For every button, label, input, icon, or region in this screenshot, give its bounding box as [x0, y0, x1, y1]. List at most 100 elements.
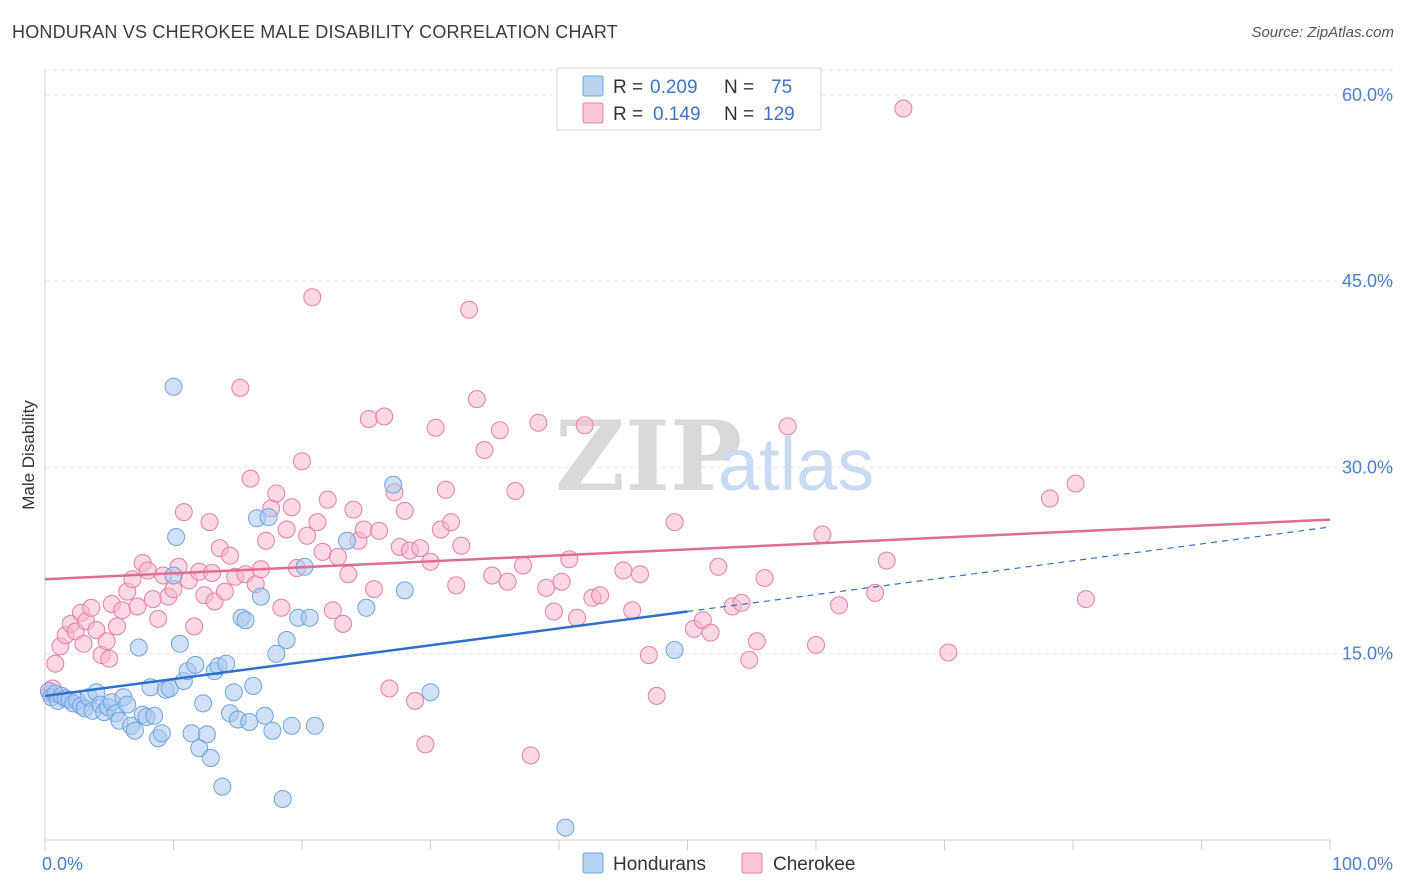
point-cherokee-57: [334, 614, 353, 633]
point-cherokee-63: [365, 580, 383, 599]
point-cherokee-56: [329, 547, 347, 566]
point-cherokee-112: [747, 632, 766, 651]
point-hondurans-56: [251, 587, 270, 606]
point-cherokee-107: [701, 623, 720, 642]
point-cherokee-8: [82, 598, 101, 617]
point-hondurans-35: [170, 634, 189, 653]
trend-lines: [44, 518, 1331, 698]
watermark: ZIP atlas: [555, 400, 874, 513]
point-cherokee-123: [1066, 474, 1085, 493]
point-hondurans-52: [236, 611, 255, 630]
y-axis-title: Male Disability: [19, 400, 38, 510]
point-cherokee-116: [813, 525, 832, 544]
point-cherokee-121: [939, 643, 958, 662]
point-cherokee-127: [100, 649, 119, 668]
point-hondurans-40: [190, 739, 209, 758]
y-tick-label-2: 45.0%: [1342, 271, 1393, 291]
point-hondurans-33: [164, 566, 183, 585]
point-hondurans-63: [282, 716, 301, 735]
point-hondurans-60: [267, 644, 286, 663]
point-cherokee-13: [108, 617, 126, 636]
point-hondurans-46: [213, 777, 232, 796]
point-hondurans-74: [665, 641, 684, 659]
point-cherokee-108: [709, 557, 728, 576]
point-cherokee-114: [778, 417, 797, 436]
point-cherokee-44: [267, 484, 286, 503]
point-hondurans-49: [224, 683, 243, 702]
point-cherokee-78: [442, 513, 461, 532]
legend-n-label-cherokee: N =: [724, 104, 754, 125]
data-points: [39, 99, 1095, 837]
point-cherokee-21: [149, 609, 168, 628]
point-cherokee-47: [282, 498, 301, 517]
point-cherokee-103: [647, 686, 666, 705]
legend-n-value-hondurans: 75: [771, 77, 792, 98]
point-cherokee-62: [359, 410, 378, 428]
point-hondurans-39: [186, 655, 205, 674]
point-cherokee-77: [436, 480, 455, 499]
point-cherokee-115: [807, 636, 825, 654]
point-cherokee-100: [623, 601, 642, 620]
point-cherokee-17: [128, 597, 147, 616]
point-hondurans-24: [129, 638, 148, 657]
point-cherokee-91: [537, 578, 556, 597]
point-cherokee-79: [447, 576, 466, 595]
point-cherokee-90: [529, 413, 548, 432]
point-cherokee-61: [354, 520, 373, 539]
point-hondurans-68: [338, 531, 356, 550]
point-hondurans-54: [244, 677, 263, 695]
point-hondurans-21: [118, 695, 137, 714]
point-cherokee-58: [339, 565, 358, 584]
point-hondurans-75: [164, 377, 183, 396]
point-hondurans-58: [259, 508, 278, 527]
point-hondurans-61: [273, 790, 292, 808]
point-cherokee-39: [241, 469, 260, 488]
point-hondurans-62: [277, 631, 296, 649]
point-cherokee-126: [74, 634, 93, 653]
point-hondurans-53: [240, 713, 259, 731]
point-hondurans-38: [182, 724, 201, 743]
point-cherokee-53: [313, 542, 332, 561]
trend-line-hondurans: [44, 610, 688, 698]
legend-r-label-cherokee: R =: [613, 104, 643, 125]
y-tick-label-1: 30.0%: [1342, 457, 1393, 477]
point-cherokee-66: [380, 679, 399, 698]
point-cherokee-80: [452, 536, 471, 555]
point-cherokee-81: [460, 300, 479, 319]
point-cherokee-31: [200, 513, 219, 532]
series-hondurans: [39, 377, 684, 837]
bottom-legend: Hondurans Cherokee: [582, 852, 855, 875]
point-cherokee-124: [1076, 590, 1095, 609]
point-hondurans-34: [167, 528, 186, 546]
point-cherokee-93: [552, 572, 571, 591]
point-cherokee-111: [740, 650, 759, 669]
tick-labels: 15.0% 30.0% 45.0% 60.0% 0.0% 100.0%: [42, 85, 1393, 874]
point-cherokee-83: [475, 441, 494, 459]
point-cherokee-35: [221, 546, 239, 565]
point-cherokee-28: [185, 617, 204, 636]
point-cherokee-34: [215, 582, 234, 601]
source-label: Source: ZipAtlas.com: [1251, 24, 1394, 41]
bottom-legend-swatch-cherokee: [741, 852, 763, 874]
point-cherokee-92: [544, 602, 563, 621]
point-cherokee-49: [293, 452, 311, 471]
point-hondurans-69: [357, 598, 376, 617]
point-cherokee-65: [375, 407, 394, 426]
point-cherokee-50: [298, 526, 317, 545]
bottom-legend-swatch-hondurans: [582, 852, 604, 874]
point-hondurans-42: [197, 725, 216, 744]
point-cherokee-26: [174, 503, 193, 522]
point-cherokee-51: [303, 288, 322, 307]
point-cherokee-37: [231, 378, 250, 397]
point-cherokee-73: [416, 735, 435, 754]
point-hondurans-57: [255, 706, 274, 725]
point-cherokee-113: [755, 569, 774, 587]
point-hondurans-41: [194, 694, 213, 713]
point-cherokee-9: [87, 621, 106, 640]
point-cherokee-117: [830, 596, 849, 615]
chart-title: HONDURAN VS CHEROKEE MALE DISABILITY COR…: [12, 22, 618, 42]
point-cherokee-87: [506, 482, 525, 500]
y-tick-label-3: 60.0%: [1342, 85, 1393, 105]
point-hondurans-67: [305, 716, 324, 735]
